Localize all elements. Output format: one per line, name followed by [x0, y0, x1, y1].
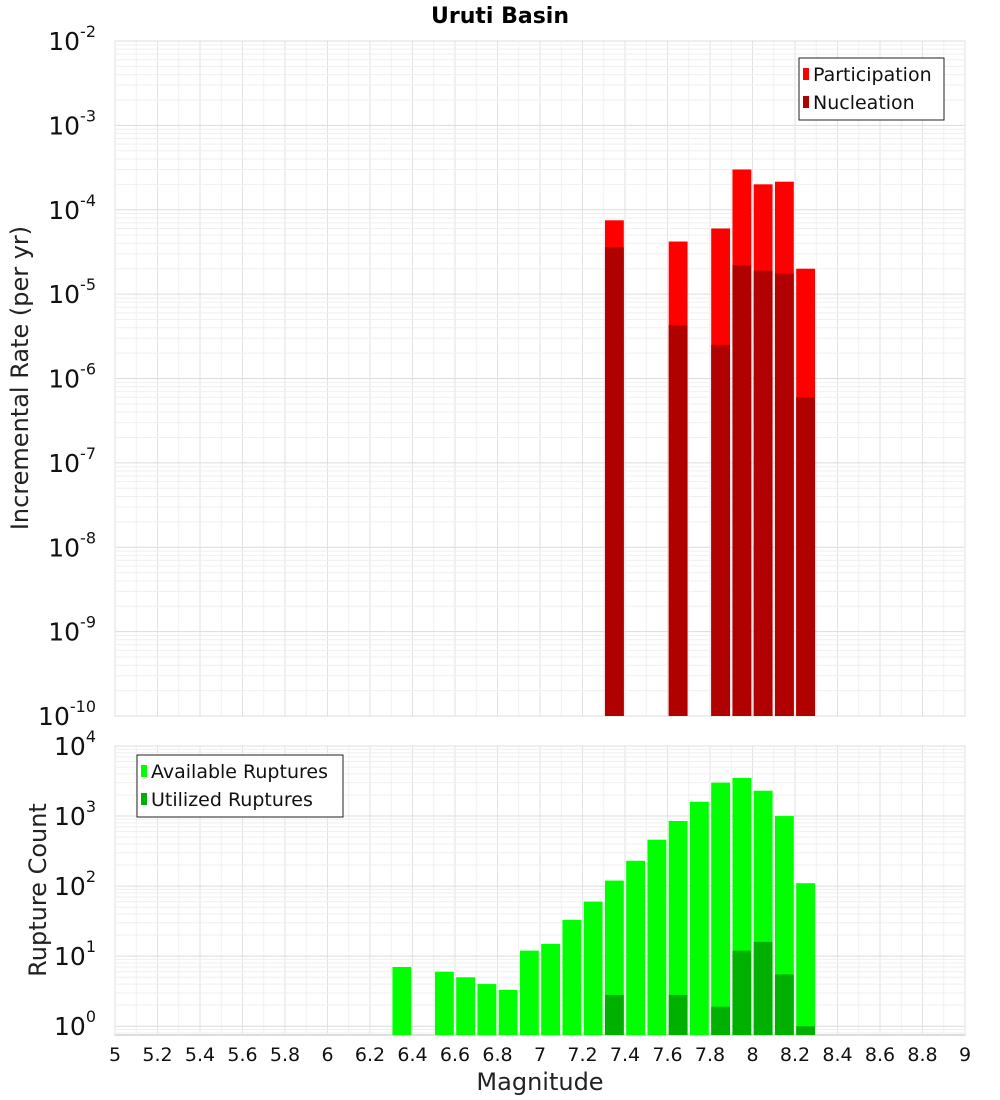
x-tick-label: 5 [109, 1044, 121, 1066]
count-legend-label: Available Ruptures [151, 761, 328, 783]
count-bar-a [796, 883, 816, 1035]
rate-bar-b [796, 397, 816, 716]
chart-title: Uruti Basin [431, 4, 569, 29]
x-axis-label: Magnitude [476, 1068, 603, 1096]
count-bar-a [519, 950, 539, 1035]
rate-y-tick-label: 10-5 [48, 275, 96, 309]
rate-y-axis-label: Incremental Rate (per yr) [6, 226, 34, 530]
count-y-tick-label: 101 [54, 937, 96, 971]
count-bar-a [668, 821, 688, 1035]
count-bar-a [562, 919, 582, 1035]
x-tick-label: 5.6 [227, 1044, 257, 1066]
count-bar-a [456, 977, 476, 1035]
count-bar-b [668, 994, 688, 1035]
rate-bar-b [668, 325, 688, 716]
rate-y-tick-labels: 10-10 10-9 10-8 10-7 10-6 10-5 10-4 10-3 10-2 [38, 22, 96, 731]
count-legend-label: Utilized Ruptures [151, 789, 313, 811]
x-tick-label: 8.8 [907, 1044, 937, 1066]
count-bar-a [689, 801, 709, 1035]
count-y-tick-label: 102 [54, 867, 96, 901]
x-tick-label: 7.6 [652, 1044, 682, 1066]
count-panel: 100 101 102 103 104 5 5.2 5.4 5.6 5.8 6 6.2 6.4 6.6 6… [24, 727, 971, 1066]
x-tick-label: 9 [959, 1044, 971, 1066]
rate-bars [604, 169, 816, 717]
rate-legend-box [798, 57, 945, 121]
count-bar-b [732, 950, 752, 1035]
x-tick-labels: 5 5.2 5.4 5.6 5.8 6 6.2 6.4 6.6 6.8 7 7.2 7.4 7.6 7.8 8… [109, 1044, 971, 1066]
count-bar-a [626, 860, 646, 1035]
rate-bar-b [753, 270, 773, 716]
x-tick-label: 8.4 [822, 1044, 852, 1066]
x-tick-label: 6.8 [482, 1044, 512, 1066]
rate-bar-b [711, 344, 731, 716]
rate-legend-swatch [803, 68, 809, 80]
rate-y-tick-label: 10-10 [38, 697, 96, 731]
x-tick-label: 5.8 [270, 1044, 300, 1066]
rate-y-tick-label: 10-9 [48, 613, 96, 647]
count-bar-b [711, 1006, 731, 1035]
rate-legend: Participation Nucleation [798, 57, 945, 121]
count-y-tick-labels: 100 101 102 103 104 [54, 727, 96, 1041]
count-y-tick-label: 103 [54, 797, 96, 831]
count-bar-a [711, 782, 731, 1035]
rate-y-tick-label: 10-8 [48, 528, 96, 562]
x-tick-label: 8 [746, 1044, 758, 1066]
count-bar-b [604, 994, 624, 1035]
rate-y-tick-label: 10-2 [48, 22, 96, 56]
count-bar-b [796, 1026, 816, 1035]
count-bar-a [392, 967, 412, 1035]
count-legend-swatch [141, 765, 147, 777]
x-tick-label: 8.2 [780, 1044, 810, 1066]
count-bar-a [477, 984, 497, 1035]
x-tick-label: 5.4 [185, 1044, 215, 1066]
x-tick-label: 7 [534, 1044, 546, 1066]
x-tick-label: 5.2 [142, 1044, 172, 1066]
count-legend-box [136, 754, 344, 818]
count-bar-b [753, 941, 773, 1035]
x-tick-label: 7.2 [567, 1044, 597, 1066]
rate-bar-b [604, 247, 624, 716]
count-bars [392, 777, 816, 1035]
x-tick-label: 7.4 [610, 1044, 640, 1066]
rate-panel: 10-10 10-9 10-8 10-7 10-6 10-5 10-4 10-3 10-2 In… [6, 22, 966, 731]
rate-y-tick-label: 10-6 [48, 360, 96, 394]
count-y-axis-label: Rupture Count [24, 803, 52, 977]
rate-legend-label: Participation [813, 64, 932, 86]
x-tick-label: 6.2 [355, 1044, 385, 1066]
count-bar-a [541, 943, 561, 1035]
count-legend-swatch [141, 793, 147, 805]
rate-legend-swatch [803, 96, 809, 108]
rate-gridlines [114, 40, 966, 717]
count-bar-a [583, 901, 603, 1035]
count-bar-a [498, 989, 518, 1035]
count-y-tick-label: 100 [54, 1007, 96, 1041]
rate-bar-b [774, 273, 794, 716]
rate-y-tick-label: 10-7 [48, 444, 96, 478]
x-tick-label: 6.4 [397, 1044, 427, 1066]
x-tick-label: 6.6 [440, 1044, 470, 1066]
rate-bar-b [732, 265, 752, 716]
x-tick-label: 7.8 [695, 1044, 725, 1066]
rate-y-tick-label: 10-4 [48, 191, 96, 225]
count-bar-b [774, 974, 794, 1035]
rate-y-tick-label: 10-3 [48, 106, 96, 140]
rate-legend-label: Nucleation [813, 92, 915, 114]
count-bar-a [647, 839, 667, 1035]
x-tick-label: 6 [321, 1044, 333, 1066]
count-legend: Available Ruptures Utilized Ruptures [136, 754, 344, 818]
count-bar-a [434, 971, 454, 1035]
count-y-tick-label: 104 [54, 727, 96, 761]
x-tick-label: 8.6 [865, 1044, 895, 1066]
